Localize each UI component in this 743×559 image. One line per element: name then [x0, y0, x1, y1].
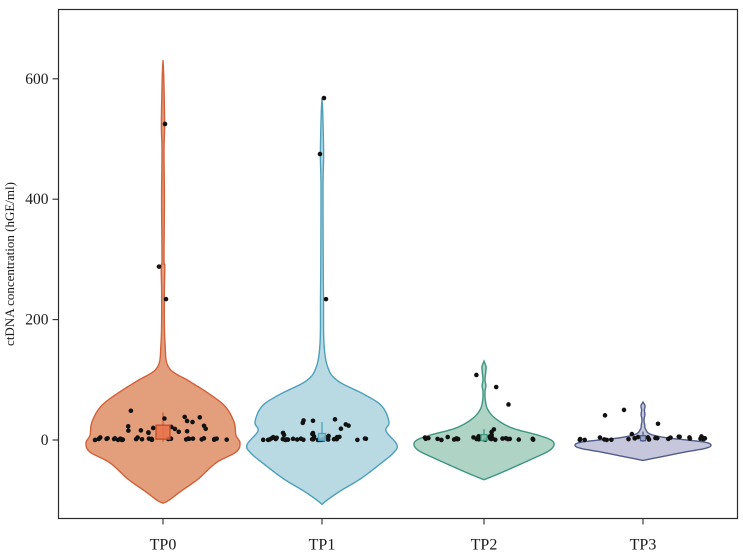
svg-text:400: 400	[25, 191, 49, 208]
svg-text:ctDNA concentration (hGE/ml): ctDNA concentration (hGE/ml)	[2, 182, 17, 346]
svg-text:TP1: TP1	[309, 537, 336, 554]
svg-text:0: 0	[41, 432, 49, 449]
svg-text:600: 600	[25, 71, 49, 88]
svg-text:200: 200	[25, 312, 49, 329]
svg-text:TP2: TP2	[471, 537, 498, 554]
svg-text:TP0: TP0	[150, 537, 177, 554]
svg-text:TP3: TP3	[630, 537, 657, 554]
